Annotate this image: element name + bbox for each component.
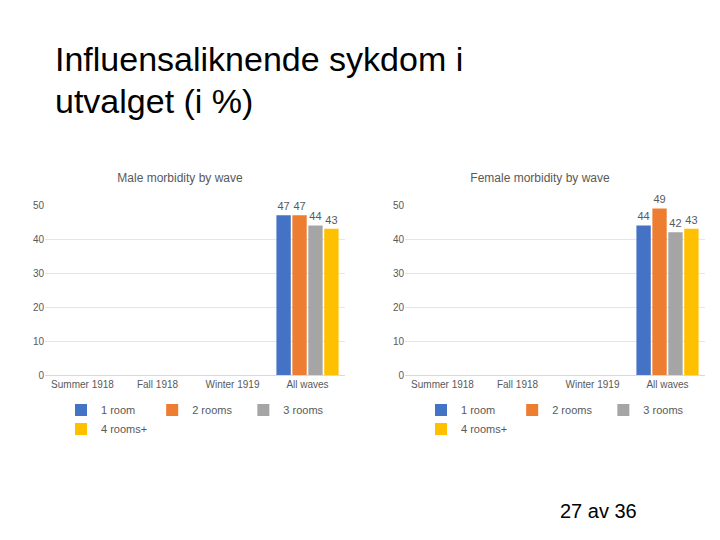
svg-text:50: 50 [393,200,405,211]
svg-text:44: 44 [309,210,321,222]
svg-text:20: 20 [33,302,45,313]
svg-text:43: 43 [685,214,697,226]
svg-text:Fall 1918: Fall 1918 [137,379,179,390]
svg-text:10: 10 [33,336,45,347]
svg-text:Summer 1918: Summer 1918 [51,379,114,390]
svg-text:4 rooms+: 4 rooms+ [101,423,147,435]
svg-text:30: 30 [33,268,45,279]
svg-text:Summer 1918: Summer 1918 [411,379,474,390]
svg-text:0: 0 [398,370,404,381]
svg-text:1 room: 1 room [461,404,495,416]
svg-text:All waves: All waves [646,379,688,390]
svg-text:0: 0 [38,370,44,381]
svg-text:Male morbidity by wave: Male morbidity by wave [117,171,243,185]
svg-text:Fall 1918: Fall 1918 [497,379,539,390]
svg-text:Female morbidity by wave: Female morbidity by wave [470,171,610,185]
html-text:Influensaliknende sykdom i utv: Influensaliknende sykdom i utvalget (i %… [55,40,464,120]
svg-text:50: 50 [33,200,45,211]
svg-text:3 rooms: 3 rooms [283,404,323,416]
svg-text:20: 20 [393,302,405,313]
svg-text:2 rooms: 2 rooms [552,404,592,416]
svg-text:4 rooms+: 4 rooms+ [461,423,507,435]
svg-text:2 rooms: 2 rooms [192,404,232,416]
svg-text:1 room: 1 room [101,404,135,416]
svg-text:30: 30 [393,268,405,279]
svg-text:42: 42 [669,217,681,229]
html-text:27 av 36: 27 av 36 [560,500,637,522]
svg-text:49: 49 [653,193,665,205]
svg-text:Winter 1919: Winter 1919 [206,379,260,390]
svg-text:40: 40 [393,234,405,245]
svg-text:All waves: All waves [286,379,328,390]
svg-text:10: 10 [393,336,405,347]
svg-text:44: 44 [637,210,649,222]
svg-text:43: 43 [325,214,337,226]
svg-text:47: 47 [277,200,289,212]
svg-text:3 rooms: 3 rooms [643,404,683,416]
svg-text:47: 47 [293,200,305,212]
svg-text:Winter 1919: Winter 1919 [566,379,620,390]
svg-text:40: 40 [33,234,45,245]
